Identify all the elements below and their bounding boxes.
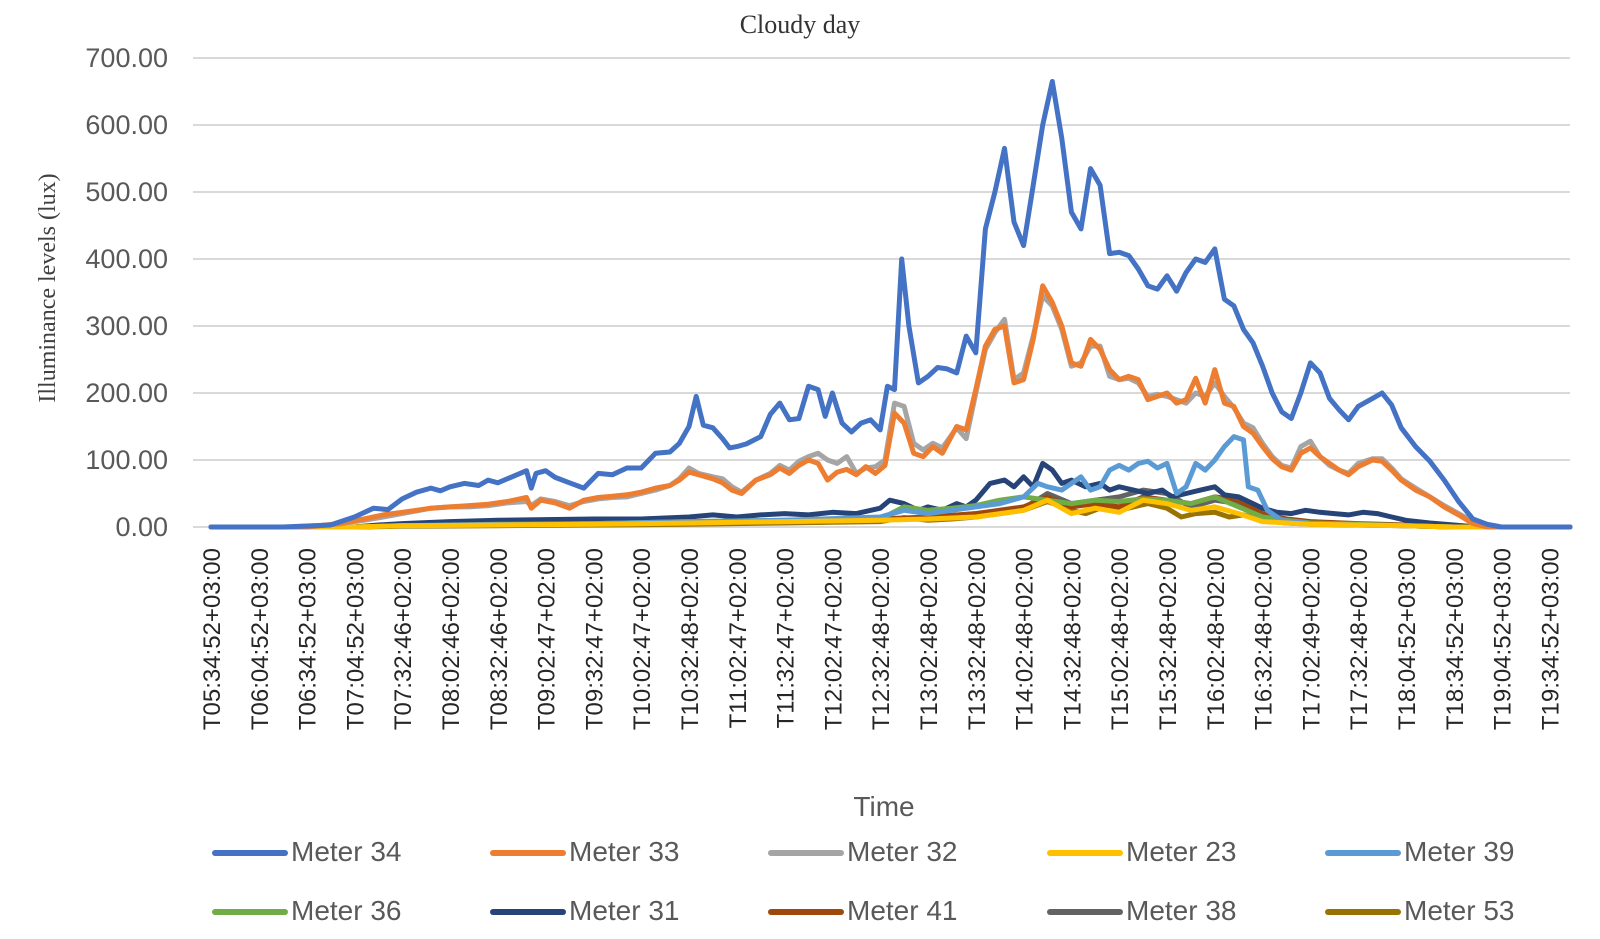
x-tick-label: T11:02:47+02:00 <box>725 548 752 728</box>
y-tick-label: 200.00 <box>85 378 168 408</box>
gridlines <box>193 57 1570 528</box>
x-tick-label: T17:32:48+02:00 <box>1346 548 1373 730</box>
x-tick-label: T19:34:52+03:00 <box>1537 548 1564 730</box>
legend-label: Meter 33 <box>569 836 680 867</box>
x-tick-label: T17:02:49+02:00 <box>1298 548 1325 730</box>
legend-label: Meter 38 <box>1126 895 1237 926</box>
series-line-meter-31 <box>208 460 1573 530</box>
x-tick-label: T12:32:48+02:00 <box>868 548 895 730</box>
chart-title: Cloudy day <box>740 10 861 39</box>
legend: Meter 34 Meter 33 Meter 32 Meter 23 Meter 39… <box>212 836 1515 926</box>
legend-item: Meter 36 <box>212 895 402 926</box>
x-tick-label: T14:32:48+02:00 <box>1059 548 1086 730</box>
x-tick-label: T14:02:48+02:00 <box>1012 548 1039 730</box>
y-tick-label: 300.00 <box>85 311 168 341</box>
x-tick-label: T16:32:48+02:00 <box>1251 548 1278 730</box>
x-tick-label: T15:02:48+02:00 <box>1107 548 1134 730</box>
legend-item: Meter 23 <box>1047 836 1237 867</box>
x-axis-ticks: T05:34:52+03:00 T06:04:52+03:00 T06:34:52+… <box>199 548 1564 730</box>
y-tick-label: 0.00 <box>115 512 168 542</box>
legend-item: Meter 39 <box>1325 836 1515 867</box>
x-tick-label: T10:02:47+02:00 <box>629 548 656 730</box>
x-tick-label: T09:32:47+02:00 <box>581 548 608 730</box>
series-line-meter-39 <box>208 434 1573 530</box>
x-tick-label: T06:34:52+03:00 <box>295 548 322 730</box>
legend-item: Meter 31 <box>490 895 680 926</box>
series-line-meter-34 <box>208 79 1573 530</box>
x-axis-title: Time <box>853 791 914 822</box>
legend-label: Meter 23 <box>1126 836 1237 867</box>
legend-item: Meter 38 <box>1047 895 1237 926</box>
y-axis-ticks: 0.00 100.00 200.00 300.00 400.00 500.00 600.00… <box>85 43 168 542</box>
x-tick-label: T09:02:47+02:00 <box>534 548 561 730</box>
x-tick-label: T18:34:52+03:00 <box>1442 548 1469 730</box>
legend-item: Meter 41 <box>768 895 958 926</box>
legend-label: Meter 36 <box>291 895 402 926</box>
y-axis-title: Illuminance levels (lux) <box>35 173 61 402</box>
x-tick-label: T07:32:46+02:00 <box>390 548 417 730</box>
x-tick-label: T08:02:46+02:00 <box>438 548 465 730</box>
legend-item: Meter 53 <box>1325 895 1515 926</box>
legend-label: Meter 39 <box>1404 836 1515 867</box>
x-tick-label: T13:02:48+02:00 <box>916 548 943 730</box>
y-tick-label: 500.00 <box>85 177 168 207</box>
legend-label: Meter 41 <box>847 895 958 926</box>
legend-label: Meter 31 <box>569 895 680 926</box>
x-tick-label: T18:04:52+03:00 <box>1394 548 1421 730</box>
x-tick-label: T08:32:46+02:00 <box>486 548 513 730</box>
x-tick-label: T12:02:47+02:00 <box>820 548 847 730</box>
x-tick-label: T16:02:48+02:00 <box>1203 548 1230 730</box>
legend-label: Meter 34 <box>291 836 402 867</box>
legend-item: Meter 32 <box>768 836 958 867</box>
legend-item: Meter 33 <box>490 836 680 867</box>
x-tick-label: T19:04:52+03:00 <box>1490 548 1517 730</box>
plot-area <box>208 79 1573 530</box>
x-tick-label: T11:32:47+02:00 <box>773 548 800 728</box>
y-tick-label: 100.00 <box>85 445 168 475</box>
x-tick-label: T06:04:52+03:00 <box>247 548 274 730</box>
y-tick-label: 400.00 <box>85 244 168 274</box>
series-line-meter-33 <box>208 283 1573 530</box>
x-tick-label: T05:34:52+03:00 <box>199 548 226 730</box>
x-tick-label: T10:32:48+02:00 <box>677 548 704 730</box>
x-tick-label: T07:04:52+03:00 <box>342 548 369 730</box>
y-tick-label: 700.00 <box>85 43 168 73</box>
y-tick-label: 600.00 <box>85 110 168 140</box>
series-line-meter-23 <box>208 497 1573 530</box>
x-tick-label: T15:32:48+02:00 <box>1155 548 1182 730</box>
legend-label: Meter 53 <box>1404 895 1515 926</box>
x-tick-label: T13:32:48+02:00 <box>964 548 991 730</box>
legend-item: Meter 34 <box>212 836 402 867</box>
legend-label: Meter 32 <box>847 836 958 867</box>
